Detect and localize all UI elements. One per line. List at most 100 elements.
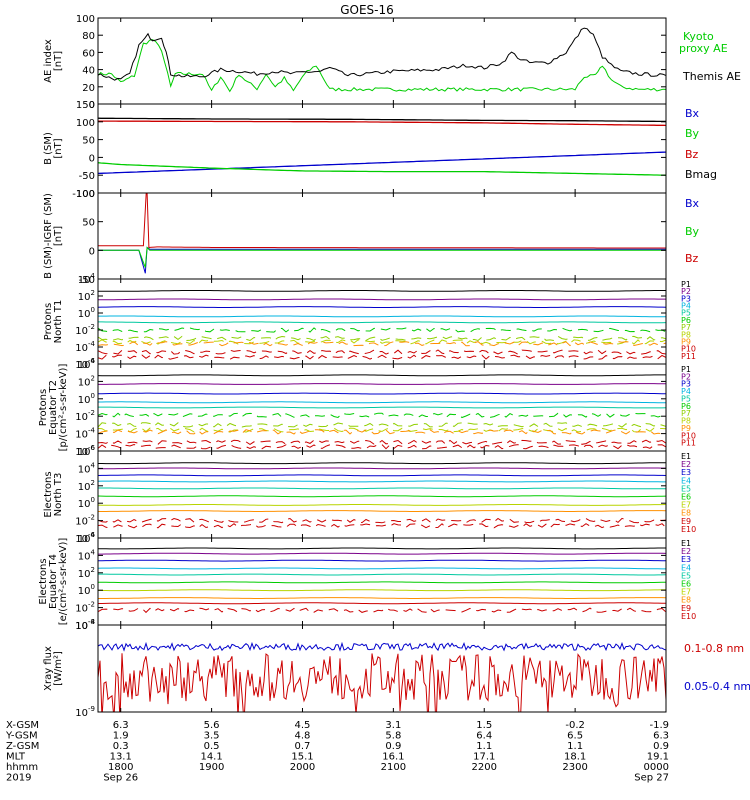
- orbit-cell: 0.3: [113, 741, 129, 752]
- orbit-cell: 5.6: [204, 720, 220, 731]
- y-axis-label: Protons: [43, 303, 54, 340]
- orbit-cell: 1900: [199, 762, 224, 773]
- tick-exponent: 2: [91, 374, 95, 382]
- legend-entry: E7: [681, 588, 691, 597]
- tick-exponent: 0: [91, 306, 95, 314]
- y-tick-label: 50: [82, 218, 95, 229]
- legend-entry: E5: [681, 484, 691, 493]
- orbit-cell: 4.8: [295, 731, 311, 742]
- y-axis-label: [nT]: [53, 51, 64, 71]
- tick-exponent: -2: [88, 601, 95, 609]
- tick-exponent: 6: [91, 444, 96, 452]
- orbit-cell: 16.1: [382, 752, 404, 763]
- legend-entry: E3: [681, 555, 691, 564]
- series-by: [98, 246, 666, 268]
- legend-entry: 0.1-0.8 nm: [684, 642, 744, 655]
- series-P6: [98, 412, 666, 419]
- y-tick-label: 102: [78, 566, 95, 580]
- legend-entry: E9: [681, 604, 691, 613]
- orbit-row-label: MLT: [6, 752, 26, 763]
- orbit-cell: 0.7: [295, 741, 311, 752]
- orbit-cell: 6.4: [476, 731, 492, 742]
- legend-entry: E4: [681, 563, 691, 572]
- legend-entry: P7: [681, 323, 691, 332]
- series-E4: [98, 567, 666, 570]
- panel-frame: [97, 624, 667, 713]
- legend-entry: P11: [681, 352, 696, 361]
- y-tick-label: 100: [76, 14, 95, 25]
- orbit-cell: 1.5: [476, 720, 492, 731]
- y-tick-label: 0: [89, 100, 95, 111]
- series-P4: [98, 401, 666, 404]
- y-tick-label: 102: [78, 374, 95, 388]
- y-tick-label: 40: [82, 66, 95, 77]
- series-E5: [98, 487, 666, 490]
- series-0.05-0.4 nm: [98, 641, 666, 652]
- tick-exponent: 2: [91, 566, 95, 574]
- series-P2: [98, 298, 666, 301]
- orbit-cell: 2000: [290, 762, 315, 773]
- series-bmag: [98, 117, 666, 123]
- y-tick-label: -50: [79, 171, 95, 182]
- y-tick-label: 10-2: [75, 323, 95, 337]
- legend-entry: proxy AE: [679, 42, 728, 55]
- y-tick-label: 10-9: [75, 705, 95, 719]
- chart-title: GOES-16: [340, 3, 394, 17]
- series-P2: [98, 383, 666, 385]
- legend-entry: P5: [681, 309, 691, 318]
- orbit-cell: 1.9: [113, 731, 129, 742]
- tick-exponent: -2: [88, 323, 95, 331]
- y-tick-label: 102: [78, 289, 95, 303]
- legend-entry: E4: [681, 476, 691, 485]
- series-bx: [98, 246, 666, 274]
- y-tick-label: 100: [76, 118, 95, 129]
- legend-entry: P8: [681, 417, 691, 426]
- legend: Bx By Bz Bmag: [685, 107, 717, 181]
- legend-entry: P4: [681, 387, 691, 396]
- legend-entry: E7: [681, 501, 691, 510]
- y-tick-label: 50: [82, 136, 95, 147]
- tick-exponent: -9: [88, 705, 95, 713]
- plot-area: [98, 117, 666, 176]
- tick-exponent: 0: [91, 392, 95, 400]
- plot-area: [98, 374, 666, 450]
- orbit-cell: 5.8: [385, 731, 401, 742]
- legend-entry: P6: [681, 316, 691, 325]
- series-E8: [98, 597, 666, 599]
- series-by: [98, 162, 666, 176]
- series-E1: [98, 462, 666, 465]
- series-E7: [98, 589, 666, 592]
- y-tick-label: 104: [78, 548, 96, 562]
- legend-entry: P9: [681, 424, 691, 433]
- series-E2: [98, 467, 666, 470]
- y-tick-label: 106: [78, 444, 96, 458]
- series-P6: [98, 327, 666, 333]
- series-E10: [98, 607, 666, 614]
- y-tick-label: 20: [82, 83, 95, 94]
- orbit-cell: 0.9: [653, 741, 669, 752]
- y-tick-label: 80: [82, 31, 95, 42]
- y-axis-label: [nT]: [53, 138, 64, 158]
- y-axis-label: Electrons: [43, 471, 54, 517]
- orbit-cell: 13.1: [110, 752, 132, 763]
- series-P11: [98, 354, 666, 360]
- y-axis-label: B (SM): [43, 132, 54, 165]
- series-0.1-0.8 nm: [98, 653, 666, 712]
- y-tick-label: 100: [78, 306, 95, 320]
- y-tick-label: 10-8: [75, 618, 95, 632]
- legend-entry: E10: [681, 612, 696, 621]
- plot-area: [98, 193, 666, 274]
- legend-entry: Bz: [685, 252, 699, 265]
- y-axis-label: [W/m²]: [53, 651, 64, 686]
- orbit-cell: 15.1: [291, 752, 313, 763]
- plot-area: [98, 290, 666, 360]
- panel-bsm: 150 100 50 0 -50 -100 B (SM) [nT] Bx By Bz Bmag: [43, 100, 717, 200]
- legend-entry: P2: [681, 287, 691, 296]
- orbit-cell: -1.9: [649, 720, 669, 731]
- series-P4: [98, 315, 666, 318]
- y-tick-label: 0: [89, 153, 95, 164]
